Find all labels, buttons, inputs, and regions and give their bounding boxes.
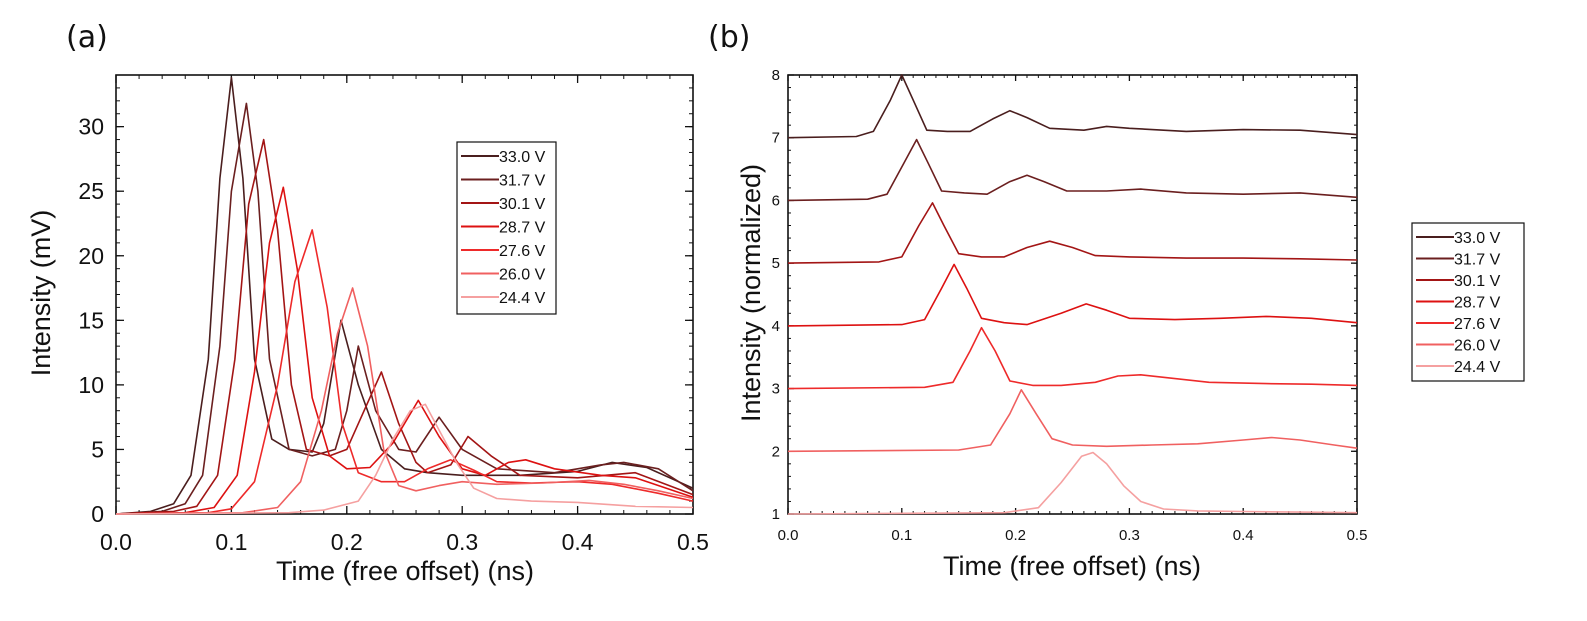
- legend-label-b-3: 28.7 V: [1454, 295, 1501, 312]
- legend-label-b-5: 26.0 V: [1454, 338, 1501, 355]
- x-tick-label-a: 0.3: [446, 529, 478, 555]
- legend-label-a-5: 26.0 V: [499, 267, 546, 284]
- series-line-a-6: [115, 403, 694, 515]
- y-tick-label-a: 30: [78, 114, 104, 140]
- plot-frame-a: [115, 74, 694, 515]
- series-line-b-2: [787, 202, 1358, 264]
- y-tick-label-a: 10: [78, 372, 104, 398]
- panel-label-b: (b): [708, 20, 750, 55]
- x-tick-label-a: 0.2: [331, 529, 363, 555]
- x-axis-title-b: Time (free offset) (ns): [943, 551, 1201, 581]
- x-tick-label-b: 0.5: [1347, 527, 1368, 544]
- y-tick-label-b: 8: [772, 67, 780, 84]
- legend-label-b-4: 27.6 V: [1454, 316, 1501, 333]
- y-tick-label-b: 1: [772, 506, 780, 523]
- x-tick-label-b: 0.1: [891, 527, 912, 544]
- series-line-a-0: [115, 76, 694, 515]
- legend-label-b-1: 31.7 V: [1454, 252, 1501, 269]
- x-tick-label-b: 0.0: [778, 527, 799, 544]
- legend-b: 33.0 V 31.7 V 30.1 V 28.7 V 27.6 V 26.0 V 24.4…: [1411, 222, 1525, 382]
- x-tick-label-a: 0.5: [677, 529, 709, 555]
- y-tick-label-b: 4: [772, 318, 780, 335]
- y-axis-title-a: Intensity (mV): [26, 210, 56, 377]
- legend-label-a-2: 30.1 V: [499, 196, 546, 213]
- x-tick-label-b: 0.4: [1233, 527, 1254, 544]
- x-tick-label-b: 0.2: [1005, 527, 1026, 544]
- y-tick-label-b: 5: [772, 255, 780, 272]
- series-line-a-5: [115, 287, 694, 515]
- ticks-b: 0.0 0.1 0.2 0.3 0.4 0.5 1 2 3 4 5 6 7 8: [772, 67, 1368, 544]
- y-tick-label-a: 15: [78, 307, 104, 333]
- series-line-b-3: [787, 263, 1358, 327]
- y-tick-label-b: 2: [772, 443, 780, 460]
- series-line-b-6: [787, 451, 1358, 515]
- y-tick-label-a: 0: [91, 501, 104, 527]
- x-axis-title-a: Time (free offset) (ns): [276, 556, 534, 586]
- legend-box-a: [456, 141, 557, 315]
- series-line-b-1: [787, 138, 1358, 202]
- x-tick-label-a: 0.4: [562, 529, 594, 555]
- panel-label-a: (a): [66, 20, 108, 55]
- y-tick-label-a: 5: [91, 436, 104, 462]
- y-tick-label-b: 3: [772, 381, 780, 398]
- series-b: [787, 74, 1358, 515]
- y-axis-title-b: Intensity (normalized): [736, 164, 766, 422]
- y-tick-label-a: 20: [78, 243, 104, 269]
- legend-a: 33.0 V 31.7 V 30.1 V 28.7 V 27.6 V 26.0 V 24.4…: [456, 141, 557, 315]
- y-tick-label-b: 6: [772, 192, 780, 209]
- series-line-b-0: [787, 74, 1358, 139]
- series-line-b-5: [787, 389, 1358, 453]
- legend-label-a-6: 24.4 V: [499, 290, 546, 307]
- y-tick-label-b: 7: [772, 130, 780, 147]
- plot-frame-b: [787, 74, 1358, 515]
- legend-label-b-2: 30.1 V: [1454, 273, 1501, 290]
- legend-label-a-4: 27.6 V: [499, 243, 546, 260]
- legend-label-a-1: 31.7 V: [499, 173, 546, 190]
- legend-label-a-3: 28.7 V: [499, 220, 546, 237]
- ticks-a: 0.0 0.1 0.2 0.3 0.4 0.5 0 5 10 15 20 25 30: [78, 74, 709, 555]
- series-line-a-2: [115, 138, 694, 515]
- x-tick-label-a: 0.0: [100, 529, 132, 555]
- x-tick-label-b: 0.3: [1119, 527, 1140, 544]
- legend-label-b-6: 24.4 V: [1454, 359, 1501, 376]
- series-a: [115, 76, 694, 515]
- series-line-a-1: [115, 102, 694, 515]
- legend-label-a-0: 33.0 V: [499, 149, 546, 166]
- y-tick-label-a: 25: [78, 178, 104, 204]
- series-line-a-3: [115, 186, 694, 515]
- series-line-b-4: [787, 326, 1358, 390]
- legend-label-b-0: 33.0 V: [1454, 230, 1501, 247]
- x-tick-label-a: 0.1: [215, 529, 247, 555]
